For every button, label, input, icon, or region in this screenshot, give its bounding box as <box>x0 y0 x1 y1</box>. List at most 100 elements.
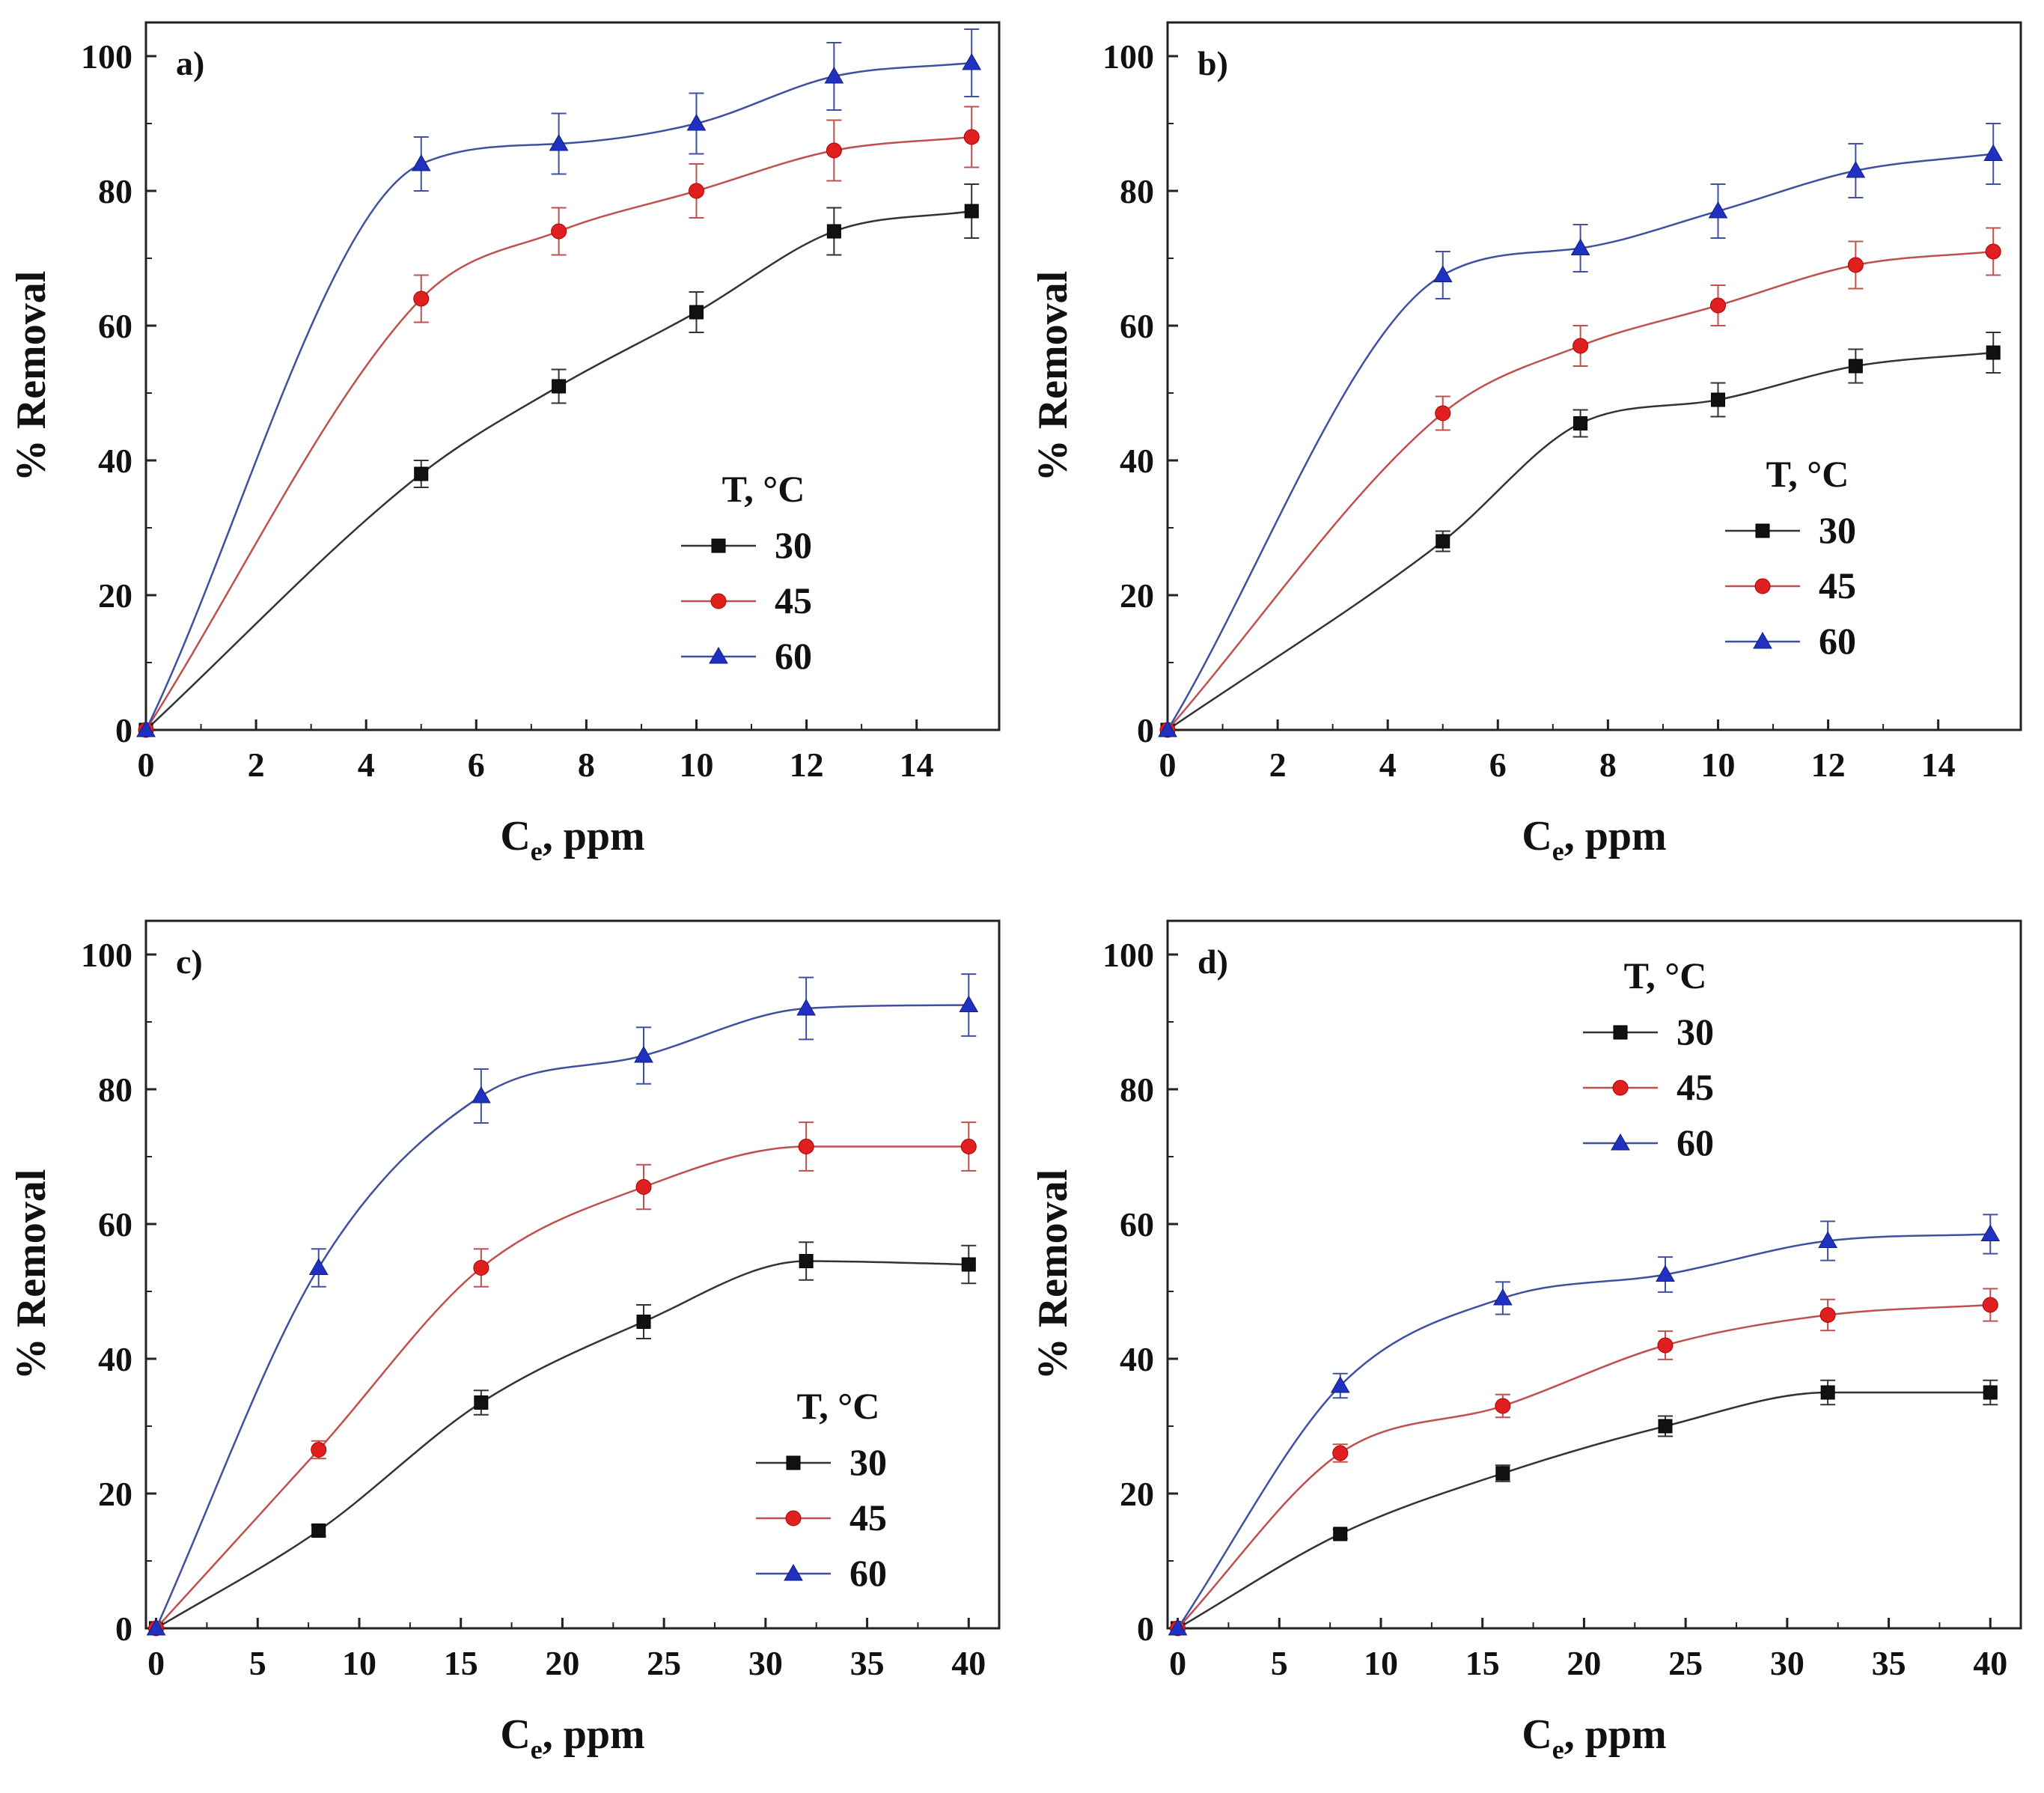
data-point-45 <box>1495 1398 1511 1414</box>
data-point-30 <box>1573 416 1588 430</box>
x-tick-label: 0 <box>1169 1644 1186 1682</box>
x-tick-label: 25 <box>1668 1644 1703 1682</box>
data-point-60 <box>411 153 431 171</box>
legend-marker-60 <box>1611 1133 1630 1151</box>
y-tick-label: 80 <box>98 172 132 210</box>
legend-label-30: 30 <box>775 524 812 566</box>
data-point-45 <box>963 129 980 145</box>
data-point-45 <box>826 142 842 159</box>
y-tick-label: 20 <box>98 1475 132 1513</box>
x-tick-label: 14 <box>1921 746 1956 784</box>
x-tick-label: 20 <box>545 1644 579 1682</box>
x-tick-label: 2 <box>248 746 265 784</box>
y-axis-label: % Removal <box>1030 1169 1076 1380</box>
legend-title: T, °C <box>722 468 805 510</box>
legend-label-45: 45 <box>1819 564 1856 606</box>
data-point-45 <box>1847 257 1864 273</box>
data-point-45 <box>1709 297 1726 314</box>
x-tick-label: 0 <box>1159 746 1177 784</box>
data-point-60 <box>1433 265 1453 282</box>
y-tick-label: 80 <box>98 1071 132 1109</box>
data-point-45 <box>1985 243 2001 260</box>
legend-marker-45 <box>785 1510 802 1526</box>
fit-curve <box>155 1260 969 1630</box>
data-point-45 <box>1982 1297 1998 1313</box>
x-tick-label: 35 <box>1872 1644 1906 1682</box>
y-tick-label: 40 <box>98 442 132 480</box>
y-axis-label: % Removal <box>8 271 55 482</box>
panel-label: c) <box>176 943 203 981</box>
data-point-60 <box>146 1618 166 1636</box>
y-tick-label: 60 <box>98 307 132 345</box>
x-axis-label: Ce, ppm <box>500 1711 644 1765</box>
data-point-30 <box>1848 359 1863 374</box>
panel-1: 0 2 4 6 8 10 12 14 0 20 40 60 80 100 Ce, ppm % Removal b… <box>1030 21 2022 866</box>
legend-title: T, °C <box>797 1385 880 1427</box>
data-point-45 <box>1819 1307 1836 1323</box>
x-tick-label: 25 <box>647 1644 681 1682</box>
x-tick-label: 14 <box>900 746 934 784</box>
panel-label: a) <box>176 44 204 82</box>
legend-marker-45 <box>1754 578 1771 594</box>
data-point-30 <box>311 1523 326 1538</box>
data-point-30 <box>964 204 979 219</box>
data-point-45 <box>1572 338 1589 354</box>
legend: T, °C 30 45 60 <box>681 468 812 677</box>
y-tick-label: 0 <box>115 711 132 749</box>
x-tick-label: 35 <box>850 1644 885 1682</box>
data-point-60 <box>549 133 569 151</box>
legend-label-45: 45 <box>775 579 812 621</box>
x-tick-label: 40 <box>1973 1644 2007 1682</box>
data-point-60 <box>1158 719 1177 737</box>
x-tick-label: 5 <box>249 1644 266 1682</box>
data-point-30 <box>799 1254 814 1268</box>
data-point-45 <box>413 290 430 307</box>
x-tick-label: 15 <box>1465 1644 1500 1682</box>
data-point-45 <box>798 1139 814 1154</box>
series-30 <box>1171 1379 1998 1636</box>
y-tick-label: 20 <box>1120 1475 1154 1513</box>
y-tick-label: 80 <box>1120 172 1154 210</box>
data-point-60 <box>959 995 979 1012</box>
data-point-30 <box>1986 345 2001 360</box>
legend-label-60: 60 <box>849 1552 887 1594</box>
legend-marker-45 <box>1612 1080 1629 1096</box>
plot-frame <box>1166 919 2022 1630</box>
y-tick-label: 40 <box>1120 442 1154 480</box>
data-point-45 <box>311 1442 327 1458</box>
x-tick-label: 0 <box>138 746 155 784</box>
series-30 <box>1160 332 2001 737</box>
data-point-60 <box>686 113 707 131</box>
x-tick-label: 10 <box>1700 746 1735 784</box>
legend-label-30: 30 <box>1677 1011 1714 1053</box>
x-tick-label: 4 <box>358 746 375 784</box>
series-60 <box>146 973 979 1636</box>
y-tick-label: 100 <box>81 936 132 974</box>
legend-label-60: 60 <box>1819 620 1856 662</box>
y-tick-label: 0 <box>1137 1610 1154 1648</box>
legend-marker-60 <box>709 646 728 664</box>
data-point-60 <box>1708 201 1728 219</box>
x-axis-label: Ce, ppm <box>500 813 644 866</box>
data-point-45 <box>473 1260 489 1276</box>
series-60 <box>136 28 982 737</box>
data-point-60 <box>1168 1618 1188 1636</box>
x-axis-label: Ce, ppm <box>1522 813 1666 866</box>
legend-marker-30 <box>786 1455 801 1470</box>
x-tick-label: 30 <box>1770 1644 1804 1682</box>
y-tick-label: 0 <box>115 1610 132 1648</box>
y-tick-label: 40 <box>98 1340 132 1378</box>
x-tick-label: 12 <box>1811 746 1846 784</box>
data-point-60 <box>1330 1375 1350 1393</box>
x-tick-label: 10 <box>342 1644 376 1682</box>
data-point-60 <box>471 1086 491 1103</box>
plot-frame <box>144 919 1001 1630</box>
x-tick-label: 15 <box>444 1644 478 1682</box>
data-point-60 <box>136 719 156 737</box>
legend-title: T, °C <box>1624 955 1707 996</box>
data-point-30 <box>552 379 567 394</box>
y-tick-label: 0 <box>1137 711 1154 749</box>
legend-label-30: 30 <box>1819 509 1856 551</box>
x-tick-label: 6 <box>1489 746 1507 784</box>
panel-label: b) <box>1198 44 1228 82</box>
